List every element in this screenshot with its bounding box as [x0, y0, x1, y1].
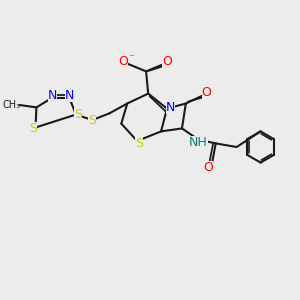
Text: O: O [203, 161, 213, 174]
Text: ⁻: ⁻ [128, 53, 134, 63]
Text: N: N [64, 89, 74, 102]
Text: N: N [48, 89, 57, 102]
Text: CH₃: CH₃ [2, 100, 20, 110]
Text: S: S [135, 137, 142, 150]
Text: S: S [29, 122, 37, 135]
Text: O: O [118, 55, 128, 68]
Text: O: O [162, 55, 172, 68]
Text: N: N [166, 100, 175, 114]
Text: S: S [74, 108, 82, 121]
Text: NH: NH [189, 136, 208, 149]
Text: O: O [202, 86, 212, 100]
Text: S: S [88, 113, 96, 127]
